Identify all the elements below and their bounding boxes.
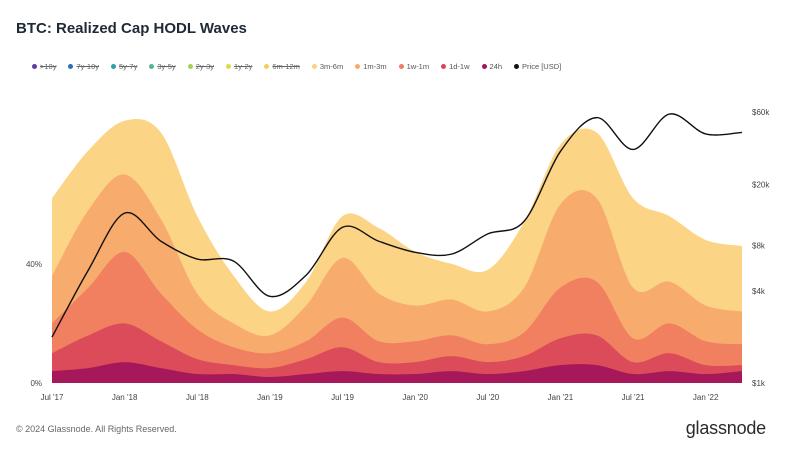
legend-item[interactable]: >10y (32, 62, 56, 71)
x-tick-label: Jul '21 (622, 393, 645, 402)
legend-item[interactable]: Price [USD] (514, 62, 561, 71)
legend-swatch (311, 64, 317, 69)
glassnode-logo: glassnode (685, 418, 766, 438)
legend-item[interactable]: 24h (481, 62, 503, 71)
legend-label: 5y-7y (119, 62, 138, 71)
legend-label: 2y-3y (195, 62, 215, 71)
x-tick-label: Jul '20 (476, 393, 499, 402)
legend-label: 6m-12m (272, 62, 300, 71)
x-tick-label: Jan '18 (112, 393, 138, 402)
chart-legend: >10y 7y-10y 5y-7y 3y-5y 2y-3y 1y-2y 6m-12m 3m-6… (32, 62, 573, 71)
legend-item[interactable]: 1y-2y (226, 62, 252, 71)
legend-label: 1y-2y (234, 62, 253, 71)
legend-swatch (355, 64, 361, 69)
legend-swatch (481, 64, 487, 69)
x-tick-label: Jan '22 (693, 393, 719, 402)
legend-label: 1w-1m (406, 62, 430, 71)
legend-item[interactable]: 2y-3y (187, 62, 215, 71)
legend-swatch (187, 64, 193, 69)
legend-item[interactable]: 3m-6m (311, 62, 344, 71)
y-left-tick-label: 40% (26, 260, 42, 269)
legend-swatch (226, 64, 232, 69)
x-tick-label: Jul '17 (41, 393, 64, 402)
legend-item[interactable]: 1w-1m (398, 62, 430, 71)
legend-swatch (149, 64, 155, 69)
legend-swatch (514, 64, 520, 69)
y-right-tick-label: $1k (752, 379, 766, 388)
area-series-24h (52, 362, 742, 383)
legend-swatch (111, 64, 116, 69)
chart-title: BTC: Realized Cap HODL Waves (16, 20, 247, 37)
legend-swatch (398, 64, 404, 69)
y-right-tick-label: $60k (752, 108, 770, 117)
legend-label: 7y-10y (76, 62, 99, 71)
legend-item[interactable]: 5y-7y (111, 62, 137, 71)
x-tick-label: Jul '18 (186, 393, 209, 402)
legend-swatch (441, 64, 447, 69)
legend-label: Price [USD] (522, 62, 562, 71)
legend-item[interactable]: 1d-1w (441, 62, 470, 71)
y-left-tick-label: 0% (30, 379, 42, 388)
legend-swatch (32, 64, 37, 69)
legend-item[interactable]: 3y-5y (149, 62, 176, 71)
legend-label: 3m-6m (319, 62, 344, 71)
legend-item[interactable]: 7y-10y (68, 62, 99, 71)
legend-label: 24h (489, 62, 503, 71)
legend-label: 1d-1w (449, 62, 470, 71)
x-tick-label: Jul '19 (331, 393, 354, 402)
x-tick-label: Jan '21 (548, 393, 574, 402)
copyright-text: © 2024 Glassnode. All Rights Reserved. (16, 424, 177, 434)
legend-swatch (68, 64, 74, 69)
price-line (51, 113, 743, 338)
legend-item[interactable]: 6m-12m (264, 62, 300, 71)
legend-label: 1m-3m (363, 62, 387, 71)
y-right-tick-label: $4k (752, 287, 766, 296)
x-tick-label: Jan '20 (402, 393, 428, 402)
y-right-tick-label: $8k (752, 241, 766, 250)
legend-item[interactable]: 1m-3m (355, 62, 387, 71)
legend-swatch (264, 64, 270, 69)
x-tick-label: Jan '19 (257, 393, 283, 402)
y-right-tick-label: $20k (752, 181, 770, 190)
legend-label: >10y (40, 62, 57, 71)
legend-label: 3y-5y (157, 62, 176, 71)
